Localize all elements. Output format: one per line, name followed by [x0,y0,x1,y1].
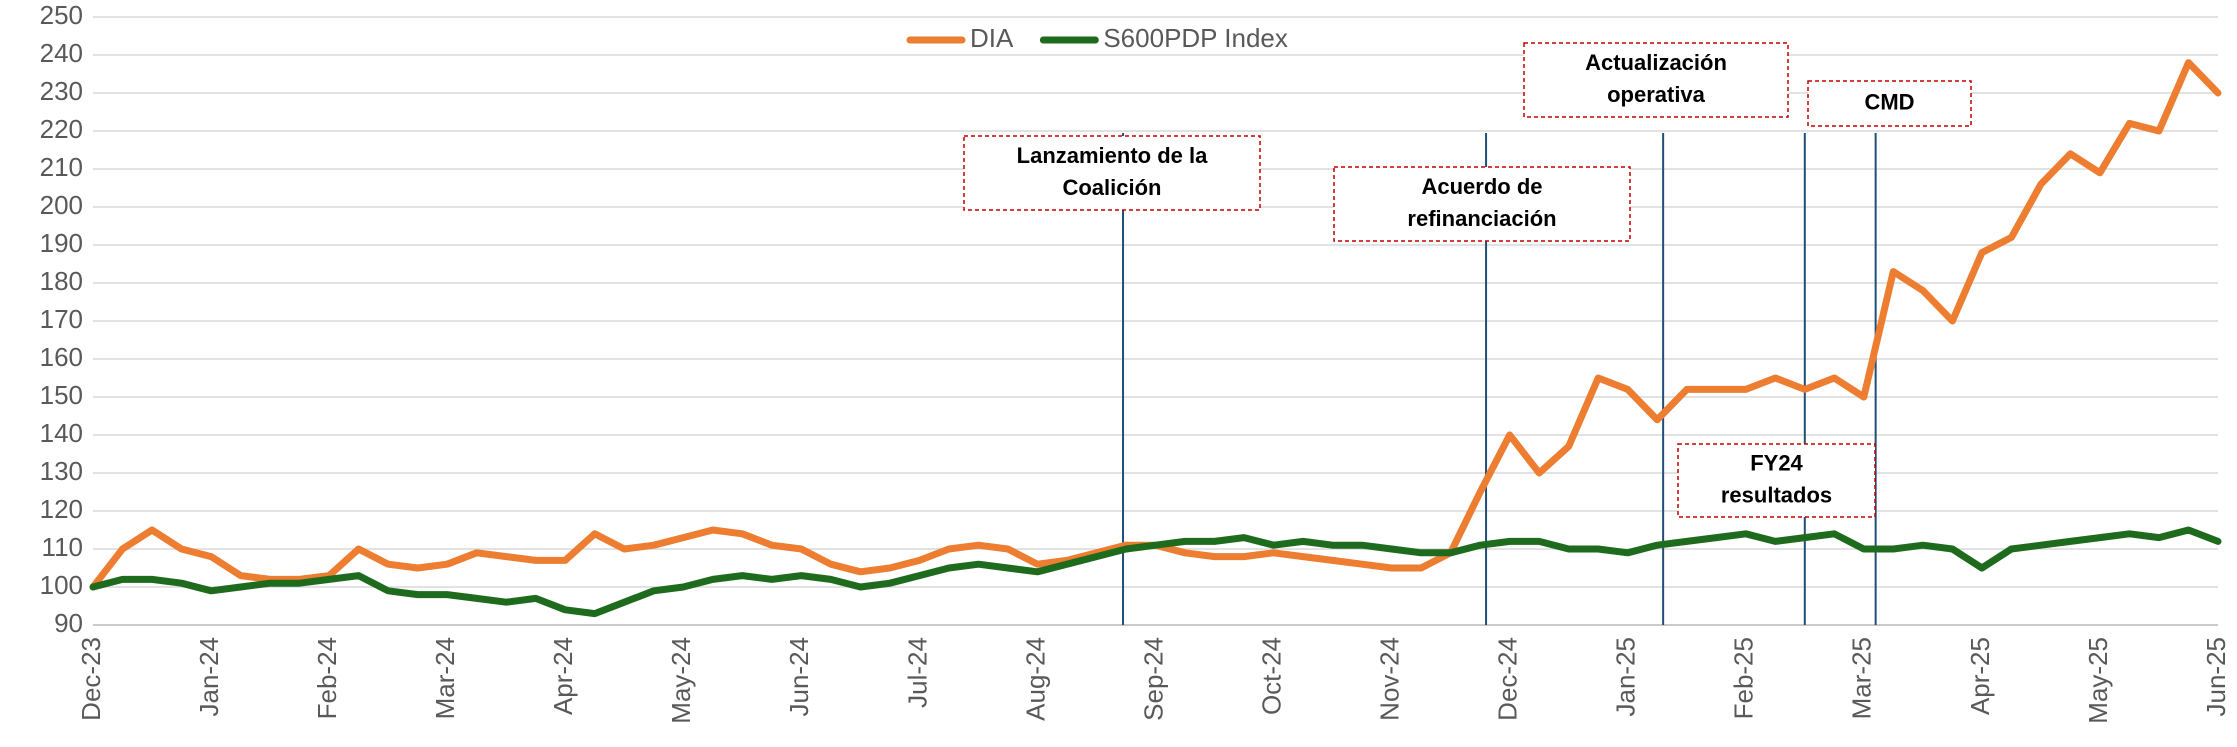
x-tick-label: Nov-24 [1374,637,1404,721]
annotation-text: Coalición [1062,175,1161,200]
x-tick-label: Feb-24 [312,637,342,719]
y-tick-label: 150 [40,380,83,410]
series-line [89,526,2222,618]
y-tick-label: 170 [40,304,83,334]
annotation-box [1523,42,1789,118]
annotation-text: FY24 [1750,450,1803,475]
x-tick-label: Apr-25 [1965,637,1995,715]
legend-label: DIA [970,23,1014,53]
x-tick-label: Sep-24 [1138,637,1168,721]
annotation-box [963,135,1261,211]
x-tick-label: Aug-24 [1020,637,1050,721]
x-tick-label: Oct-24 [1256,637,1286,715]
y-tick-label: 220 [40,114,83,144]
y-tick-label: 100 [40,570,83,600]
x-tick-label: Jun-25 [2201,637,2231,717]
x-tick-label: Apr-24 [548,637,578,715]
y-tick-label: 140 [40,418,83,448]
y-tick-label: 120 [40,494,83,524]
y-tick-label: 190 [40,228,83,258]
annotation-text: CMD [1864,89,1914,114]
y-tick-label: 130 [40,456,83,486]
annotation-text: operativa [1607,82,1706,107]
annotation-text: refinanciación [1407,206,1556,231]
x-tick-label: Feb-25 [1729,637,1759,719]
x-tick-label: Dec-24 [1493,637,1523,721]
annotation-box [1807,80,1972,127]
annotation-box [1677,443,1876,518]
y-tick-label: 90 [54,608,83,638]
x-tick-label: Mar-25 [1847,637,1877,719]
x-tick-label: Mar-24 [430,637,460,719]
x-tick-label: May-24 [666,637,696,724]
y-tick-label: 160 [40,342,83,372]
y-tick-label: 210 [40,152,83,182]
y-tick-label: 200 [40,190,83,220]
x-tick-label: Jan-25 [1611,637,1641,717]
x-tick-label: Jul-24 [902,637,932,708]
y-tick-label: 230 [40,76,83,106]
y-tick-label: 180 [40,266,83,296]
annotation-text: resultados [1721,482,1832,507]
y-tick-label: 250 [40,0,83,30]
annotation-box [1333,166,1631,242]
annotation-text: Lanzamiento de la [1017,143,1208,168]
y-tick-label: 240 [40,38,83,68]
y-tick-label: 110 [42,532,83,562]
annotation-text: Actualización [1585,50,1727,75]
x-tick-label: Jan-24 [194,637,224,717]
legend-label: S600PDP Index [1103,23,1288,53]
x-tick-label: Dec-23 [76,637,106,721]
x-tick-label: Jun-24 [784,637,814,717]
annotation-text: Acuerdo de [1421,174,1542,199]
x-tick-label: May-25 [2083,637,2113,724]
